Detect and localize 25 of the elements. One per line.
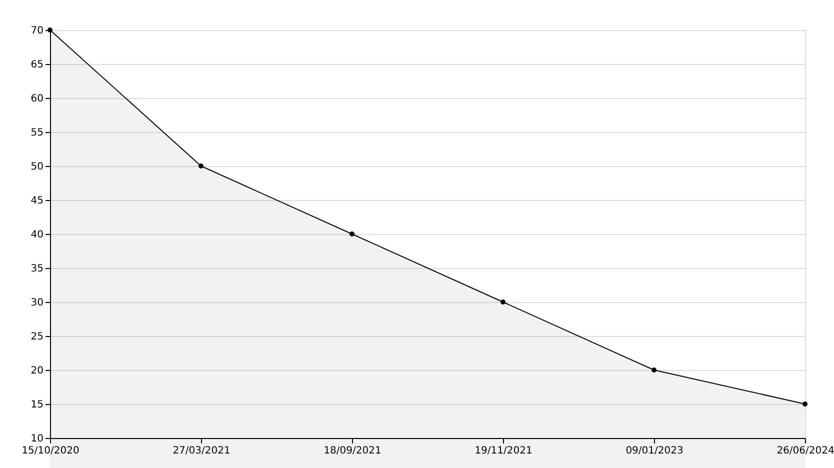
- y-tick-label: 60: [30, 94, 44, 104]
- y-tick-label: 65: [30, 60, 44, 70]
- y-tick-label: 40: [30, 230, 44, 240]
- x-tick-label: 09/01/2023: [626, 446, 684, 456]
- x-tick-label: 26/06/2024: [776, 446, 834, 456]
- point: [198, 164, 204, 168]
- point: [802, 402, 808, 406]
- y-tick-label: 20: [30, 366, 44, 376]
- point: [48, 28, 52, 32]
- y-tick-label: 10: [30, 434, 44, 444]
- x-tick-label: 27/03/2021: [172, 446, 230, 456]
- y-tick-label: 30: [30, 298, 44, 308]
- point: [500, 300, 506, 304]
- y-tick-label: 70: [30, 26, 44, 36]
- y-tick-label: 15: [30, 400, 44, 410]
- y-tick-label: 25: [30, 332, 44, 342]
- x-tick-label: 15/10/2020: [22, 446, 80, 456]
- y-tick-label: 55: [30, 128, 44, 138]
- x-tick-label: 18/09/2021: [324, 446, 382, 456]
- y-tick-label: 50: [30, 162, 44, 172]
- y-tick-label: 45: [30, 196, 44, 206]
- point: [652, 368, 656, 372]
- y-tick-label: 35: [30, 264, 44, 274]
- point: [350, 232, 354, 236]
- x-tick-label: 19/11/2021: [474, 446, 532, 456]
